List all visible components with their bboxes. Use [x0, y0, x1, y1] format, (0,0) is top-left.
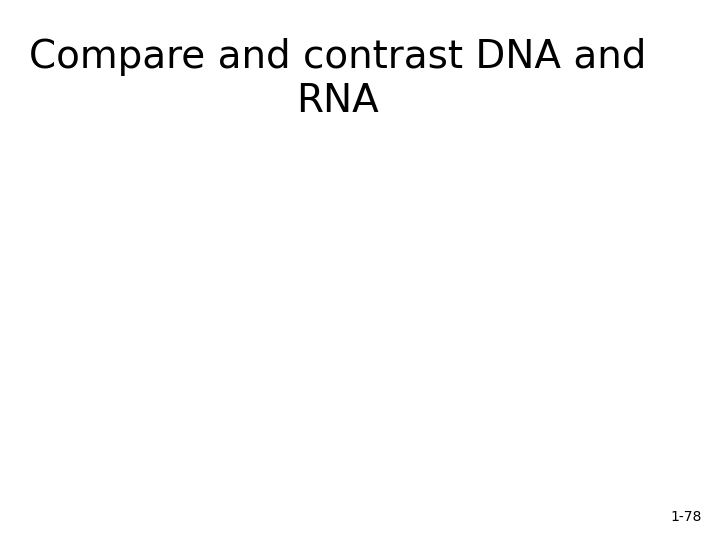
- Text: Compare and contrast DNA and
RNA: Compare and contrast DNA and RNA: [29, 38, 646, 120]
- Text: 1-78: 1-78: [670, 510, 702, 524]
